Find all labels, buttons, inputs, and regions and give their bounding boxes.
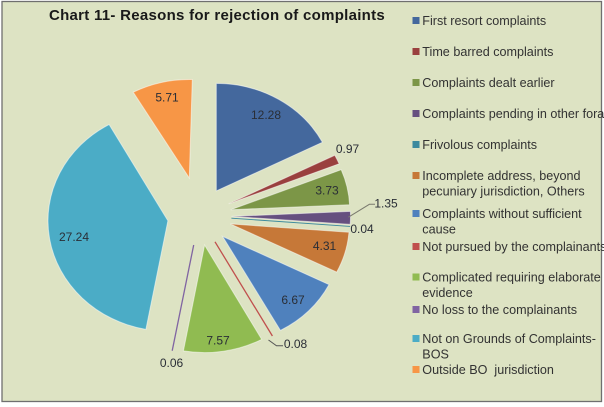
svg-text:3.73: 3.73	[315, 184, 339, 198]
svg-text:Incomplete address, beyond: Incomplete address, beyond	[422, 169, 580, 183]
svg-text:Complaints without sufficient: Complaints without sufficient	[422, 207, 582, 221]
svg-text:7.57: 7.57	[206, 334, 230, 348]
svg-text:0.08: 0.08	[284, 337, 308, 351]
svg-text:6.67: 6.67	[281, 293, 305, 307]
svg-text:0.04: 0.04	[350, 222, 374, 236]
svg-text:pecuniary jurisdiction, Others: pecuniary jurisdiction, Others	[422, 185, 584, 199]
svg-text:5.71: 5.71	[155, 91, 179, 105]
svg-text:evidence: evidence	[422, 286, 472, 300]
svg-text:No loss to the complainants: No loss to the complainants	[422, 303, 577, 317]
svg-text:27.24: 27.24	[59, 230, 89, 244]
svg-text:12.28: 12.28	[251, 108, 281, 122]
svg-text:Chart 11- Reasons for rejectio: Chart 11- Reasons for rejection of compl…	[49, 7, 385, 24]
svg-text:cause: cause	[422, 223, 456, 237]
svg-text:4.31: 4.31	[313, 239, 337, 253]
svg-text:BOS: BOS	[422, 348, 449, 362]
svg-text:Not pursued by the complainant: Not pursued by the complainants	[422, 240, 604, 254]
svg-text:Complaints dealt earlier: Complaints dealt earlier	[422, 76, 554, 90]
svg-text:Complaints pending in other fo: Complaints pending in other fora	[422, 107, 604, 121]
svg-text:0.97: 0.97	[336, 142, 360, 156]
svg-text:First resort complaints: First resort complaints	[422, 14, 546, 28]
svg-text:Not on Grounds of Complaints-: Not on Grounds of Complaints-	[422, 332, 596, 346]
svg-text:Complicated requiring elaborat: Complicated requiring elaborate	[422, 271, 601, 285]
svg-text:Frivolous complaints: Frivolous complaints	[422, 138, 537, 152]
svg-text:0.06: 0.06	[160, 356, 184, 370]
svg-text:Outside BO jurisdiction: Outside BO jurisdiction	[422, 363, 554, 377]
svg-text:1.35: 1.35	[374, 197, 398, 211]
svg-text:Time barred complaints: Time barred complaints	[422, 45, 553, 59]
